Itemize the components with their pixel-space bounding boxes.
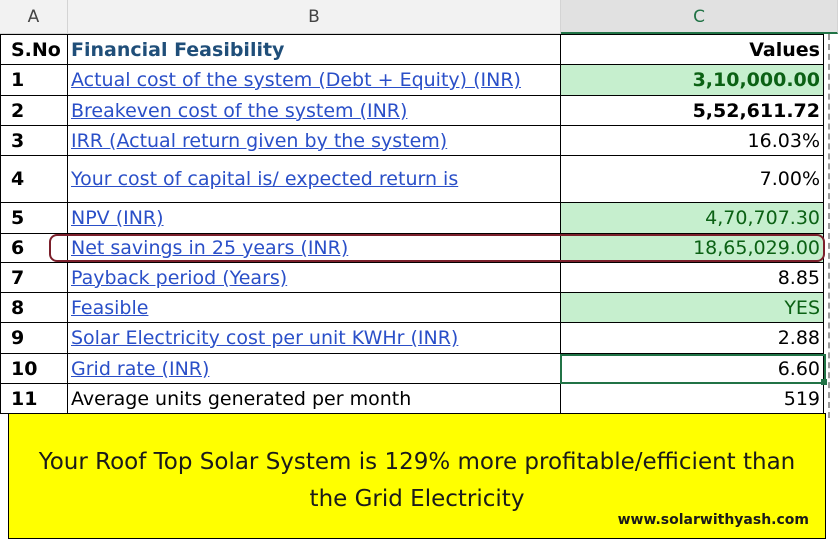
- summary-banner[interactable]: Your Roof Top Solar System is 129% more …: [8, 413, 826, 539]
- row-4-label[interactable]: Your cost of capital is/ expected return…: [68, 156, 561, 203]
- fill-handle[interactable]: [821, 379, 827, 385]
- row-11-sno[interactable]: 11: [0, 384, 68, 414]
- row-11-text: Average units generated per month: [71, 387, 412, 410]
- row-8-value[interactable]: YES: [561, 293, 824, 323]
- row-3-link[interactable]: IRR (Actual return given by the system): [71, 129, 448, 152]
- banner-message: Your Roof Top Solar System is 129% more …: [9, 444, 825, 518]
- row-5-sno[interactable]: 5: [0, 203, 68, 234]
- row-10-link[interactable]: Grid rate (INR): [71, 357, 210, 380]
- row-2-sno[interactable]: 2: [0, 96, 68, 126]
- row-6-label[interactable]: Net savings in 25 years (INR): [68, 234, 561, 263]
- row-4-link[interactable]: Your cost of capital is/ expected return…: [71, 168, 459, 190]
- row-10-label[interactable]: Grid rate (INR): [68, 354, 561, 384]
- row-5-label[interactable]: NPV (INR): [68, 203, 561, 234]
- row-10-value[interactable]: 6.60: [561, 354, 824, 384]
- banner-line-1: Your Roof Top Solar System is 129% more …: [38, 449, 796, 475]
- row-7-sno[interactable]: 7: [0, 263, 68, 293]
- row-4-value[interactable]: 7.00%: [561, 156, 824, 203]
- row-2-link[interactable]: Breakeven cost of the system (INR): [71, 99, 408, 122]
- row-6-sno[interactable]: 6: [0, 234, 68, 263]
- row-3-sno[interactable]: 3: [0, 126, 68, 156]
- row-7-link[interactable]: Payback period (Years): [71, 266, 288, 289]
- row-7-label[interactable]: Payback period (Years): [68, 263, 561, 293]
- row-3-label[interactable]: IRR (Actual return given by the system): [68, 126, 561, 156]
- row-1-link[interactable]: Actual cost of the system (Debt + Equity…: [71, 69, 521, 91]
- row-5-value[interactable]: 4,70,707.30: [561, 203, 824, 234]
- page-break-line: [828, 34, 830, 418]
- row-8-link[interactable]: Feasible: [71, 296, 149, 319]
- row-2-label[interactable]: Breakeven cost of the system (INR): [68, 96, 561, 126]
- row-5-link[interactable]: NPV (INR): [71, 207, 164, 229]
- website-url: www.solarwithyash.com: [617, 512, 809, 528]
- row-1-value[interactable]: 3,10,000.00: [561, 65, 824, 96]
- column-header-b[interactable]: B: [68, 0, 561, 34]
- row-11-value[interactable]: 519: [561, 384, 824, 414]
- row-9-value[interactable]: 2.88: [561, 323, 824, 354]
- row-3-value[interactable]: 16.03%: [561, 126, 824, 156]
- row-6-link[interactable]: Net savings in 25 years (INR): [71, 237, 349, 259]
- sno-header[interactable]: S.No: [0, 34, 68, 65]
- values-header[interactable]: Values: [561, 34, 824, 65]
- row-9-link[interactable]: Solar Electricity cost per unit KWHr (IN…: [71, 327, 459, 349]
- banner-line-2: the Grid Electricity: [309, 486, 525, 512]
- row-8-sno[interactable]: 8: [0, 293, 68, 323]
- title-header[interactable]: Financial Feasibility: [68, 34, 561, 65]
- row-11-label[interactable]: Average units generated per month: [68, 384, 561, 414]
- row-9-sno[interactable]: 9: [0, 323, 68, 354]
- row-4-sno[interactable]: 4: [0, 156, 68, 203]
- row-6-value[interactable]: 18,65,029.00: [561, 234, 824, 263]
- row-10-sno[interactable]: 10: [0, 354, 68, 384]
- row-9-label[interactable]: Solar Electricity cost per unit KWHr (IN…: [68, 323, 561, 354]
- row-8-label[interactable]: Feasible: [68, 293, 561, 323]
- row-1-label[interactable]: Actual cost of the system (Debt + Equity…: [68, 65, 561, 96]
- column-header-c[interactable]: C: [561, 0, 838, 34]
- row-1-sno[interactable]: 1: [0, 65, 68, 96]
- column-header-a[interactable]: A: [0, 0, 68, 34]
- row-7-value[interactable]: 8.85: [561, 263, 824, 293]
- row-2-value[interactable]: 5,52,611.72: [561, 96, 824, 126]
